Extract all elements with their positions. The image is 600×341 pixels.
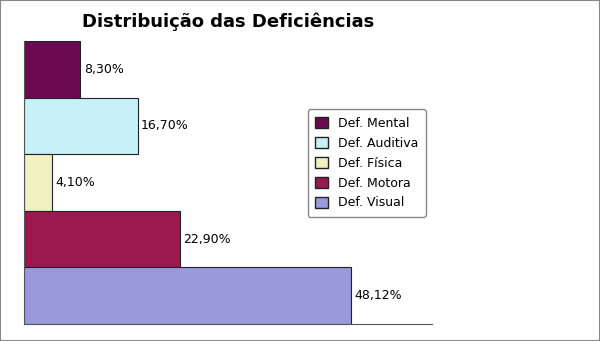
Bar <box>24 154 52 211</box>
Bar <box>24 98 137 154</box>
Title: Distribuição das Deficiências: Distribuição das Deficiências <box>82 13 374 31</box>
Bar <box>24 41 80 98</box>
Text: 4,10%: 4,10% <box>55 176 95 189</box>
Text: 22,90%: 22,90% <box>183 233 231 246</box>
Legend: Def. Mental, Def. Auditiva, Def. Física, Def. Motora, Def. Visual: Def. Mental, Def. Auditiva, Def. Física,… <box>308 109 426 217</box>
Text: 8,30%: 8,30% <box>84 63 124 76</box>
Bar <box>24 267 351 324</box>
Text: 48,12%: 48,12% <box>355 289 402 302</box>
Bar <box>24 211 180 267</box>
Text: 16,70%: 16,70% <box>141 119 189 132</box>
